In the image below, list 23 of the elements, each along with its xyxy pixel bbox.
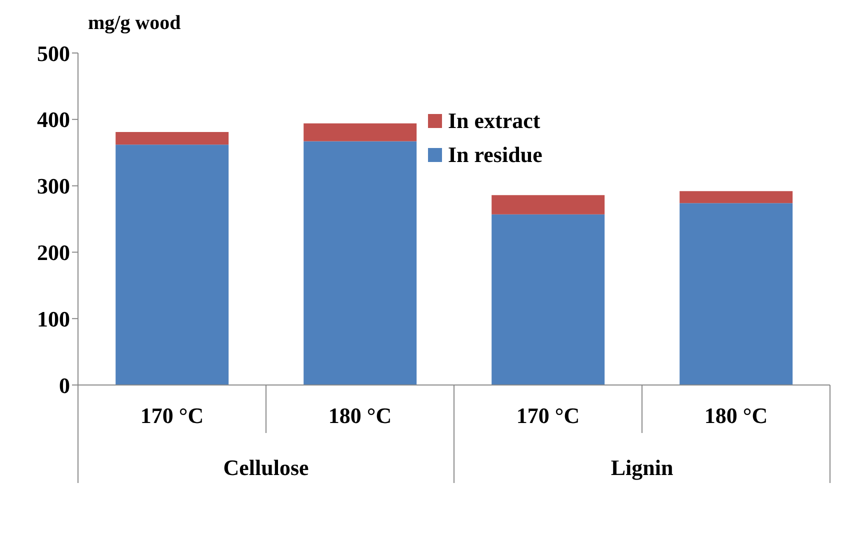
legend-label: In residue — [448, 142, 542, 168]
y-tick-label: 300 — [37, 174, 70, 199]
x-tick-label: 170 °C — [140, 403, 204, 428]
y-tick-label: 100 — [37, 306, 70, 332]
bar — [116, 144, 229, 385]
y-tick-label: 0 — [59, 372, 70, 398]
legend-label: In extract — [448, 108, 540, 134]
bar — [304, 141, 417, 385]
text: Cellulose — [223, 455, 310, 480]
bar — [304, 123, 417, 142]
x-tick-label: 180 °C — [704, 403, 768, 428]
x-tick-label: 180 °C — [328, 403, 392, 428]
bar — [492, 214, 605, 385]
bar — [680, 203, 793, 385]
y-tick-label: 500 — [37, 40, 70, 66]
y-axis-title: mg/g wood — [88, 12, 181, 35]
y-tick-label: 400 — [37, 107, 70, 132]
y-tick-label: 200 — [37, 240, 70, 266]
x-tick-label: 170 °C — [516, 403, 580, 428]
bar — [492, 195, 605, 214]
bar — [680, 191, 793, 204]
text: Lignin — [610, 455, 674, 480]
bar — [116, 132, 229, 145]
